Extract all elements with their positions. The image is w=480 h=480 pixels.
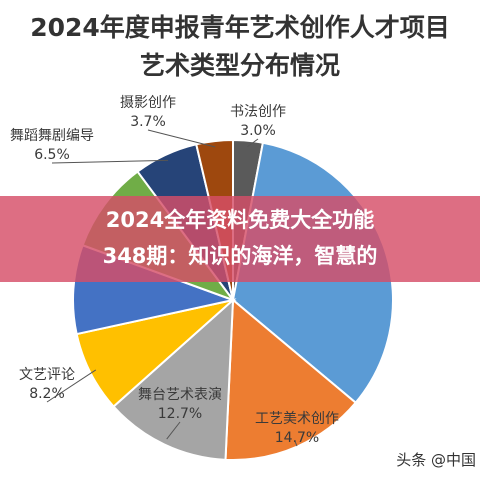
pie-slice bbox=[112, 297, 235, 461]
headline-banner: 2024全年资料免费大全功能 348期：知识的海洋，智慧的 bbox=[0, 196, 480, 282]
banner-line-1: 2024全年资料免费大全功能 bbox=[105, 208, 375, 232]
chart-title-line-2: 艺术类型分布情况 bbox=[139, 51, 340, 80]
slice-leader-line bbox=[247, 138, 259, 148]
slice-leader-line bbox=[147, 129, 216, 148]
slice-label-name: 工艺美术创作 bbox=[255, 411, 339, 427]
slice-label: 书法创作 3.0% bbox=[208, 103, 308, 141]
slice-label-name: 舞蹈舞剧编导 bbox=[10, 128, 94, 144]
slice-label: 舞蹈舞剧编导 6.5% bbox=[0, 127, 114, 165]
slice-label: 工艺美术创作 14.7% bbox=[232, 410, 362, 448]
slice-label-name: 舞台艺术表演 bbox=[138, 387, 222, 403]
slice-leader-line bbox=[46, 369, 97, 403]
slice-label: 摄影创作 3.7% bbox=[100, 94, 196, 132]
slice-leader-line bbox=[166, 421, 181, 440]
watermark: 头条 @中国 bbox=[396, 451, 476, 469]
slice-leader-line bbox=[294, 440, 298, 447]
slice-label-value: 6.5% bbox=[34, 147, 70, 163]
slice-label-value: 12.7% bbox=[157, 406, 203, 422]
pie-slice bbox=[224, 297, 358, 461]
slice-label-value: 8.2% bbox=[29, 386, 65, 402]
slice-label: 舞台艺术表演 12.7% bbox=[120, 386, 240, 424]
slice-label-value: 3.7% bbox=[130, 114, 166, 130]
slice-label-name: 摄影创作 bbox=[120, 95, 176, 111]
chart-title-line-1: 2024年度申报青年艺术创作人才项目 bbox=[30, 13, 450, 42]
slice-label-value: 3.0% bbox=[240, 123, 276, 139]
slice-leader-line bbox=[51, 159, 169, 164]
slice-label-name: 书法创作 bbox=[230, 104, 286, 120]
slice-label: 文艺评论 8.2% bbox=[2, 366, 92, 404]
slice-label-value: 14.7% bbox=[274, 430, 320, 446]
banner-line-2: 348期：知识的海洋，智慧的 bbox=[102, 244, 378, 268]
slice-label-name: 文艺评论 bbox=[19, 367, 75, 383]
